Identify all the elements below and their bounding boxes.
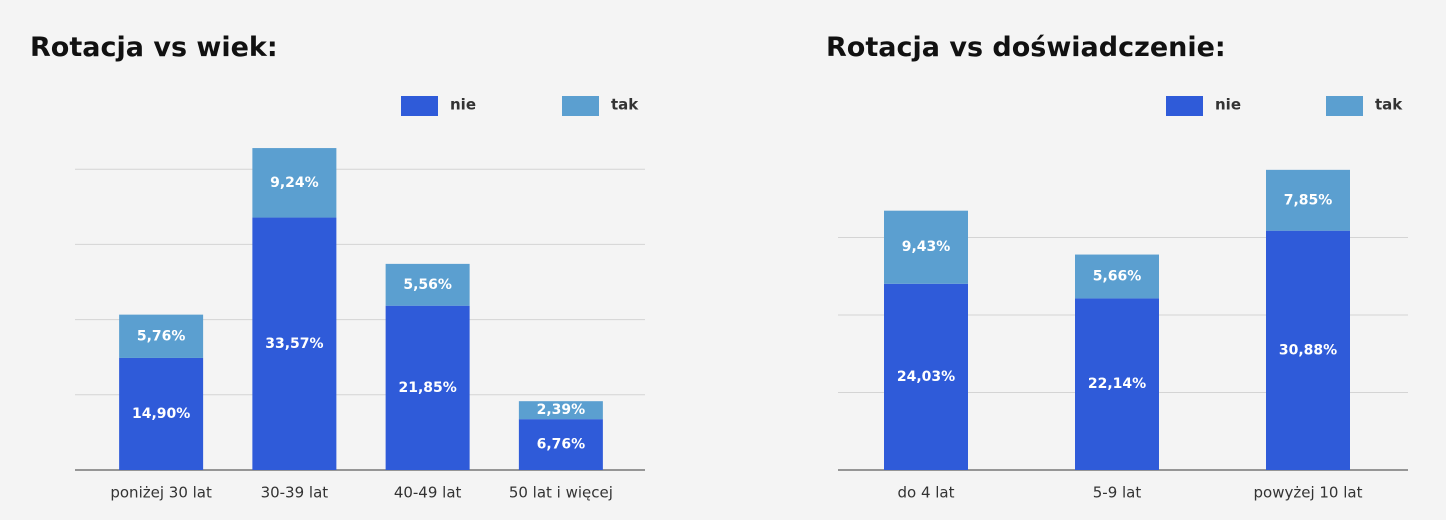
legend-swatch bbox=[401, 96, 438, 116]
value-label: 9,43% bbox=[902, 239, 951, 255]
value-label: 9,24% bbox=[270, 175, 319, 191]
bar-segment bbox=[518, 401, 603, 420]
value-label: 33,57% bbox=[265, 336, 323, 352]
x-tick-label: 5-9 lat bbox=[1093, 484, 1142, 502]
x-tick-label: powyżej 10 lat bbox=[1254, 484, 1363, 502]
bar-segment bbox=[1266, 169, 1350, 231]
legend-swatch bbox=[562, 96, 599, 116]
bar-segment bbox=[518, 419, 603, 470]
x-tick-label: 30-39 lat bbox=[261, 484, 329, 502]
legend-swatch bbox=[1166, 96, 1203, 116]
bar-segment bbox=[252, 148, 337, 218]
bar-segment bbox=[884, 283, 968, 470]
bar-segment bbox=[119, 314, 204, 358]
legend-label: tak bbox=[1375, 96, 1403, 114]
bar-segment bbox=[1075, 298, 1159, 470]
value-label: 21,85% bbox=[398, 380, 456, 396]
bar-segment bbox=[119, 357, 204, 470]
bar-segment bbox=[385, 263, 470, 306]
legend-label: nie bbox=[450, 96, 476, 114]
value-label: 14,90% bbox=[132, 406, 190, 422]
legend-label: tak bbox=[611, 96, 639, 114]
x-tick-label: do 4 lat bbox=[897, 484, 954, 502]
value-label: 7,85% bbox=[1284, 192, 1333, 208]
bar-segment bbox=[252, 217, 337, 470]
value-label: 5,66% bbox=[1093, 268, 1142, 284]
value-label: 22,14% bbox=[1088, 376, 1146, 392]
x-tick-label: 50 lat i więcej bbox=[509, 484, 613, 502]
legend-label: nie bbox=[1215, 96, 1241, 114]
bar-segment bbox=[1266, 230, 1350, 470]
value-label: 2,39% bbox=[537, 402, 586, 418]
legend-swatch bbox=[1326, 96, 1363, 116]
value-label: 5,76% bbox=[137, 328, 186, 344]
bar-segment bbox=[385, 305, 470, 470]
bar-segment bbox=[884, 210, 968, 284]
x-tick-label: poniżej 30 lat bbox=[110, 484, 212, 502]
bar-segment bbox=[1075, 254, 1159, 299]
value-label: 5,56% bbox=[403, 277, 452, 293]
value-label: 24,03% bbox=[897, 369, 955, 385]
value-label: 30,88% bbox=[1279, 342, 1337, 358]
chart-title: Rotacja vs doświadczenie: bbox=[826, 32, 1226, 63]
chart-title: Rotacja vs wiek: bbox=[30, 32, 278, 63]
x-tick-label: 40-49 lat bbox=[394, 484, 462, 502]
value-label: 6,76% bbox=[537, 437, 586, 453]
